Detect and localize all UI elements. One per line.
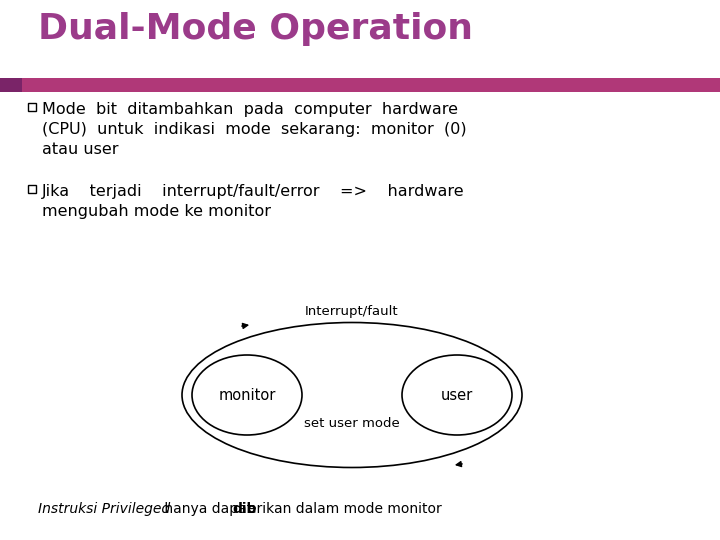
FancyArrowPatch shape <box>456 462 462 467</box>
Text: dib: dib <box>232 502 256 516</box>
Bar <box>28 103 36 111</box>
Ellipse shape <box>402 355 512 435</box>
Text: atau user: atau user <box>42 142 119 157</box>
Text: Interrupt/fault: Interrupt/fault <box>305 306 399 319</box>
Bar <box>28 185 36 193</box>
Text: hanya dapat: hanya dapat <box>160 502 256 516</box>
Text: Mode  bit  ditambahkan  pada  computer  hardware: Mode bit ditambahkan pada computer hardw… <box>42 102 458 117</box>
Text: (CPU)  untuk  indikasi  mode  sekarang:  monitor  (0): (CPU) untuk indikasi mode sekarang: moni… <box>42 122 467 137</box>
Bar <box>0 78 720 92</box>
Text: Instruksi Privileged: Instruksi Privileged <box>38 502 170 516</box>
Bar <box>0 78 22 92</box>
Text: mengubah mode ke monitor: mengubah mode ke monitor <box>42 204 271 219</box>
FancyArrowPatch shape <box>242 323 248 328</box>
Text: user: user <box>441 388 473 402</box>
Text: erikan dalam mode monitor: erikan dalam mode monitor <box>248 502 442 516</box>
Text: monitor: monitor <box>218 388 276 402</box>
Ellipse shape <box>192 355 302 435</box>
Text: Dual-Mode Operation: Dual-Mode Operation <box>38 12 473 46</box>
Text: Jika    terjadi    interrupt/fault/error    =>    hardware: Jika terjadi interrupt/fault/error => ha… <box>42 184 464 199</box>
Text: set user mode: set user mode <box>304 417 400 430</box>
